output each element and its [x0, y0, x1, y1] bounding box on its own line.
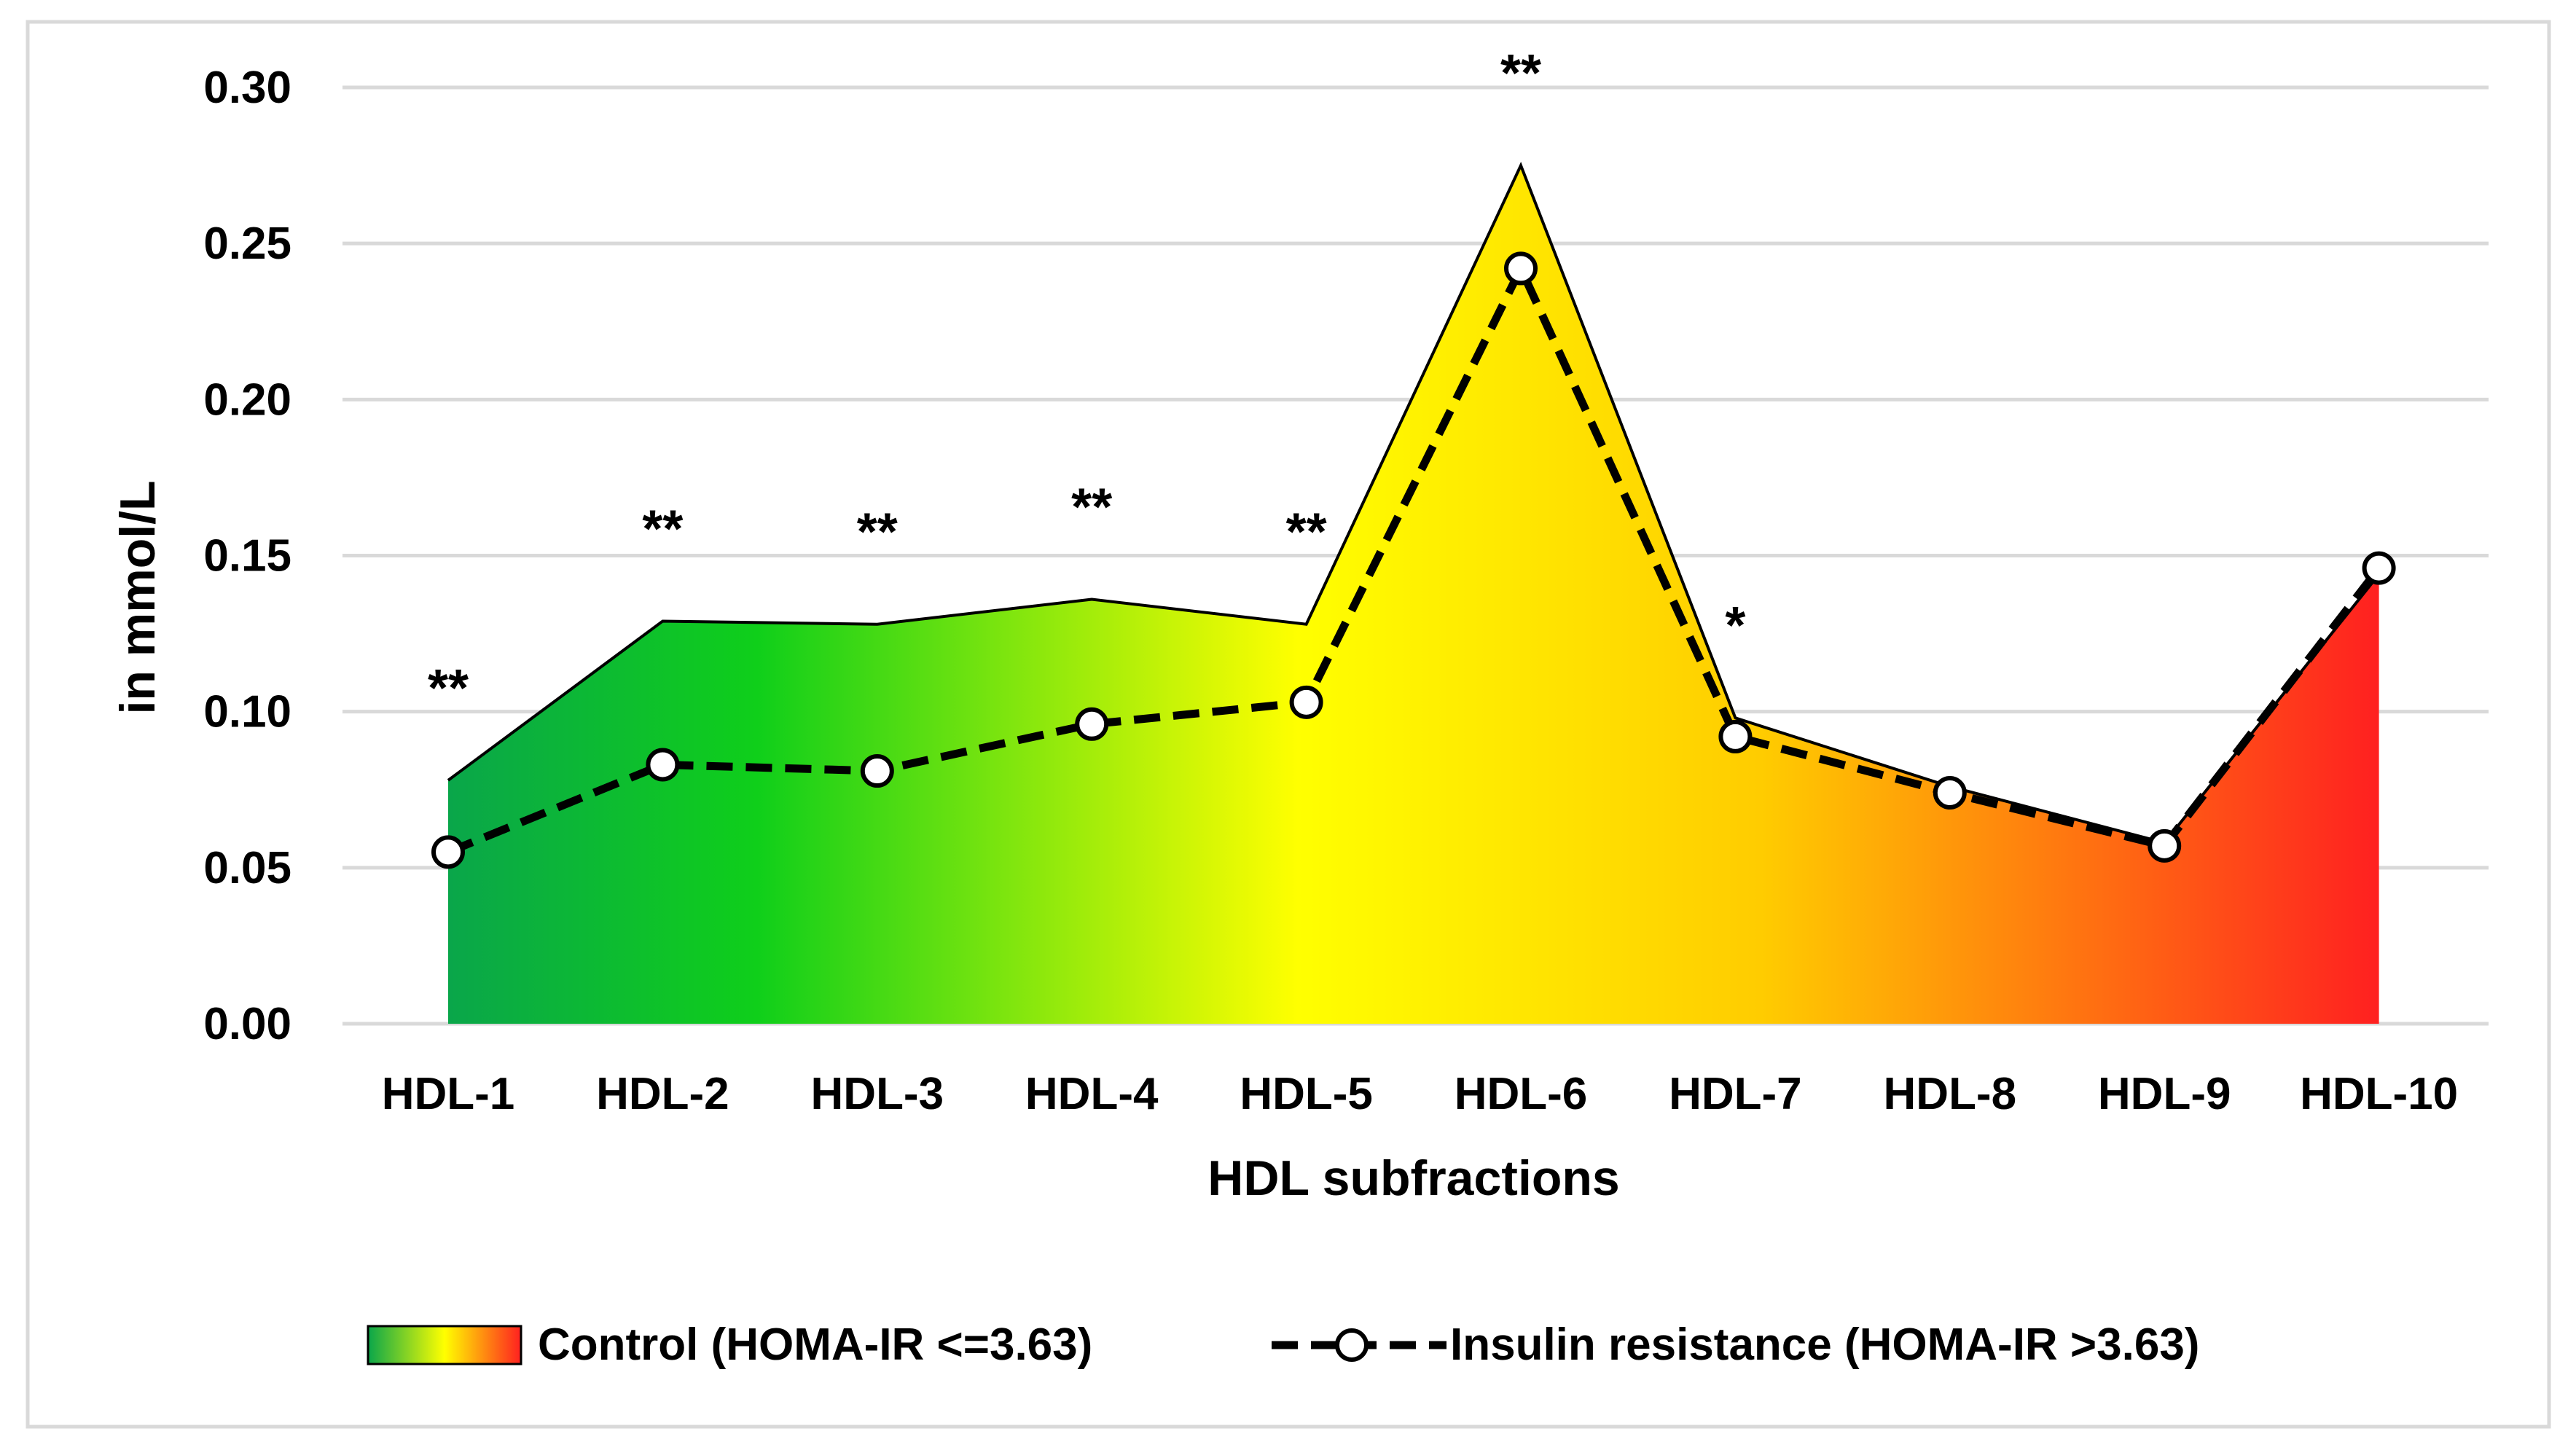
x-category-label: HDL-6 — [1455, 1069, 1588, 1119]
insulin-resistance-point — [1718, 719, 1753, 753]
legend-label-control: Control (HOMA-IR <=3.63) — [538, 1320, 1092, 1370]
insulin-resistance-point — [1504, 251, 1538, 286]
insulin-resistance-markers — [431, 251, 2396, 869]
control-area-outline — [447, 161, 2381, 844]
x-category-label: HDL-1 — [382, 1069, 515, 1119]
y-tick-label: 0.10 — [203, 687, 291, 737]
y-tick-labels: 0.00 0.05 0.10 0.15 0.20 0.25 0.30 — [203, 63, 291, 1049]
insulin-resistance-point — [2362, 551, 2396, 585]
x-category-label: HDL-2 — [596, 1069, 729, 1119]
significance-marker: ** — [857, 503, 898, 562]
x-category-label: HDL-3 — [811, 1069, 944, 1119]
insulin-resistance-point — [1075, 707, 1109, 741]
x-category-label: HDL-8 — [1884, 1069, 2017, 1119]
y-tick-label: 0.30 — [203, 63, 291, 113]
y-tick-label: 0.25 — [203, 219, 291, 269]
control-area-layer — [447, 161, 2381, 1024]
legend-swatch-control — [367, 1325, 522, 1365]
y-axis-title: in mmol/L — [110, 480, 165, 714]
x-category-labels: HDL-1 HDL-2 HDL-3 HDL-4 HDL-5 HDL-6 HDL-7 HDL-8… — [382, 1069, 2458, 1119]
insulin-resistance-point — [2148, 828, 2182, 863]
insulin-resistance-point — [1289, 685, 1323, 719]
significance-marker: ** — [428, 659, 469, 718]
insulin-resistance-point — [1933, 776, 1967, 810]
significance-marker: ** — [642, 500, 683, 558]
y-tick-label: 0.00 — [203, 999, 291, 1049]
insulin-resistance-line — [446, 264, 2382, 856]
significance-marker: ** — [1286, 503, 1327, 562]
x-category-label: HDL-4 — [1025, 1069, 1159, 1119]
y-tick-label: 0.05 — [203, 843, 291, 893]
x-axis-title: HDL subfractions — [1207, 1151, 1619, 1206]
legend: Control (HOMA-IR <=3.63) Insulin resista… — [367, 1320, 2199, 1370]
significance-marker: ** — [1071, 478, 1112, 536]
control-area — [448, 165, 2379, 1024]
insulin-resistance-point — [860, 754, 894, 788]
insulin-resistance-line-layer — [446, 264, 2382, 856]
y-tick-label: 0.15 — [203, 531, 291, 581]
y-tick-label: 0.20 — [203, 375, 291, 425]
x-category-label: HDL-9 — [2098, 1069, 2231, 1119]
significance-annotations: **** ** ** ***** — [428, 44, 1745, 718]
insulin-resistance-point — [431, 835, 465, 869]
insulin-resistance-point — [646, 748, 680, 782]
x-category-label: HDL-7 — [1669, 1069, 1802, 1119]
legend-label-insulin-resistance: Insulin resistance (HOMA-IR >3.63) — [1450, 1320, 2199, 1370]
significance-marker: ** — [1500, 44, 1541, 103]
x-category-label: HDL-10 — [2300, 1069, 2458, 1119]
x-category-label: HDL-5 — [1240, 1069, 1373, 1119]
significance-marker: * — [1725, 597, 1745, 655]
legend-swatch-ir-marker — [1335, 1328, 1369, 1362]
